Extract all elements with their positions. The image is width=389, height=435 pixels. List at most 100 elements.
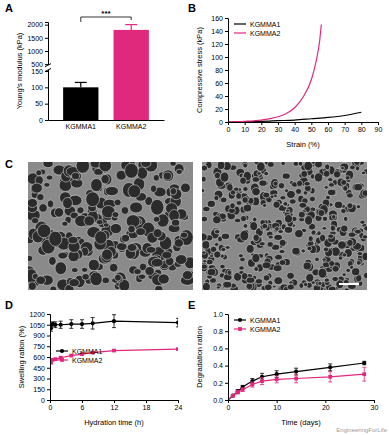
pore — [214, 251, 221, 258]
pore — [328, 286, 336, 290]
error-cap — [362, 381, 366, 382]
pore — [31, 217, 38, 223]
tick-label: 30 — [371, 404, 379, 411]
tick: KGMMA1 — [66, 120, 96, 130]
marker — [241, 388, 245, 392]
tick-mark — [114, 400, 115, 403]
pore — [327, 189, 335, 195]
marker — [80, 322, 84, 326]
pore — [263, 275, 270, 281]
pore — [153, 174, 159, 181]
tick-label: 0 — [49, 404, 53, 411]
pore — [347, 239, 354, 246]
pore — [88, 259, 99, 271]
tick: 750 — [33, 343, 50, 350]
pore — [262, 223, 268, 228]
pore — [102, 277, 110, 284]
annotation: *** — [101, 9, 111, 18]
pore — [338, 256, 343, 260]
pore — [250, 222, 258, 231]
pore — [163, 172, 171, 180]
pore — [270, 195, 274, 199]
pore — [257, 172, 261, 175]
tick-label: 1200 — [29, 311, 45, 318]
error-line — [80, 82, 81, 87]
error-cap — [250, 387, 254, 388]
tick: 50 — [308, 122, 316, 133]
panel-label: C — [5, 158, 13, 170]
tick-label: 0 — [39, 117, 43, 124]
pore — [341, 179, 347, 185]
pore — [356, 261, 361, 266]
pore — [202, 251, 206, 254]
tick-mark — [47, 346, 50, 347]
pore — [284, 214, 292, 223]
marker — [260, 379, 264, 383]
tick-mark — [225, 83, 228, 84]
pore — [69, 279, 80, 287]
tick-label: 300 — [33, 375, 45, 382]
tick-label: 30 — [275, 126, 283, 133]
pore — [292, 247, 300, 255]
series-line — [228, 112, 361, 122]
pore — [240, 215, 246, 221]
pore — [264, 284, 272, 290]
error-cap — [75, 82, 87, 83]
legend-marker — [60, 358, 64, 362]
marker — [176, 320, 178, 324]
pore — [298, 211, 305, 218]
pore — [221, 247, 226, 251]
pore — [175, 255, 187, 265]
tick-label: 0 — [41, 397, 45, 404]
error-bar — [59, 321, 63, 328]
pore — [264, 171, 269, 175]
pore — [308, 236, 313, 242]
marker — [176, 347, 178, 351]
tick: 0.0 — [213, 397, 228, 404]
legend-entry: KGMMA2 — [56, 357, 102, 364]
pore — [36, 276, 46, 284]
tick-mark — [225, 96, 228, 97]
marker — [236, 390, 240, 394]
error-bar — [125, 25, 137, 30]
pore — [240, 177, 247, 184]
pore — [362, 235, 367, 239]
tick-label: 18 — [143, 404, 151, 411]
error-cap — [176, 318, 178, 319]
pore — [202, 264, 208, 269]
pore — [127, 243, 137, 251]
pore — [158, 274, 169, 284]
error-cap — [328, 370, 332, 371]
error-cap — [80, 328, 84, 329]
marker — [231, 394, 235, 398]
pore — [145, 267, 154, 276]
tick-label: 6 — [81, 404, 85, 411]
error-bar — [250, 382, 254, 387]
tick-label: 0 — [219, 119, 223, 126]
tick-label: 10 — [273, 404, 281, 411]
y-axis-title: Compressive stress (kPa) — [195, 27, 204, 113]
tick-label: 100 — [31, 84, 43, 91]
pore — [230, 203, 236, 209]
tick-label: 750 — [33, 343, 45, 350]
axis-break-mark — [45, 69, 51, 72]
marker — [53, 323, 57, 327]
pore — [239, 266, 245, 270]
pore — [305, 216, 313, 226]
pore — [202, 165, 208, 171]
tick: 6 — [81, 400, 85, 411]
pore — [329, 261, 335, 267]
tick-label: 450 — [33, 364, 45, 371]
pore — [236, 193, 242, 200]
pore — [299, 202, 307, 208]
marker — [250, 383, 254, 387]
tick-mark — [47, 357, 50, 358]
pore — [36, 170, 42, 176]
marker — [231, 394, 235, 398]
pore — [86, 192, 100, 207]
pore — [110, 223, 121, 233]
pore — [54, 208, 63, 217]
tick-mark — [45, 51, 48, 52]
tick-label: 1000 — [27, 48, 43, 55]
pore — [259, 242, 265, 246]
